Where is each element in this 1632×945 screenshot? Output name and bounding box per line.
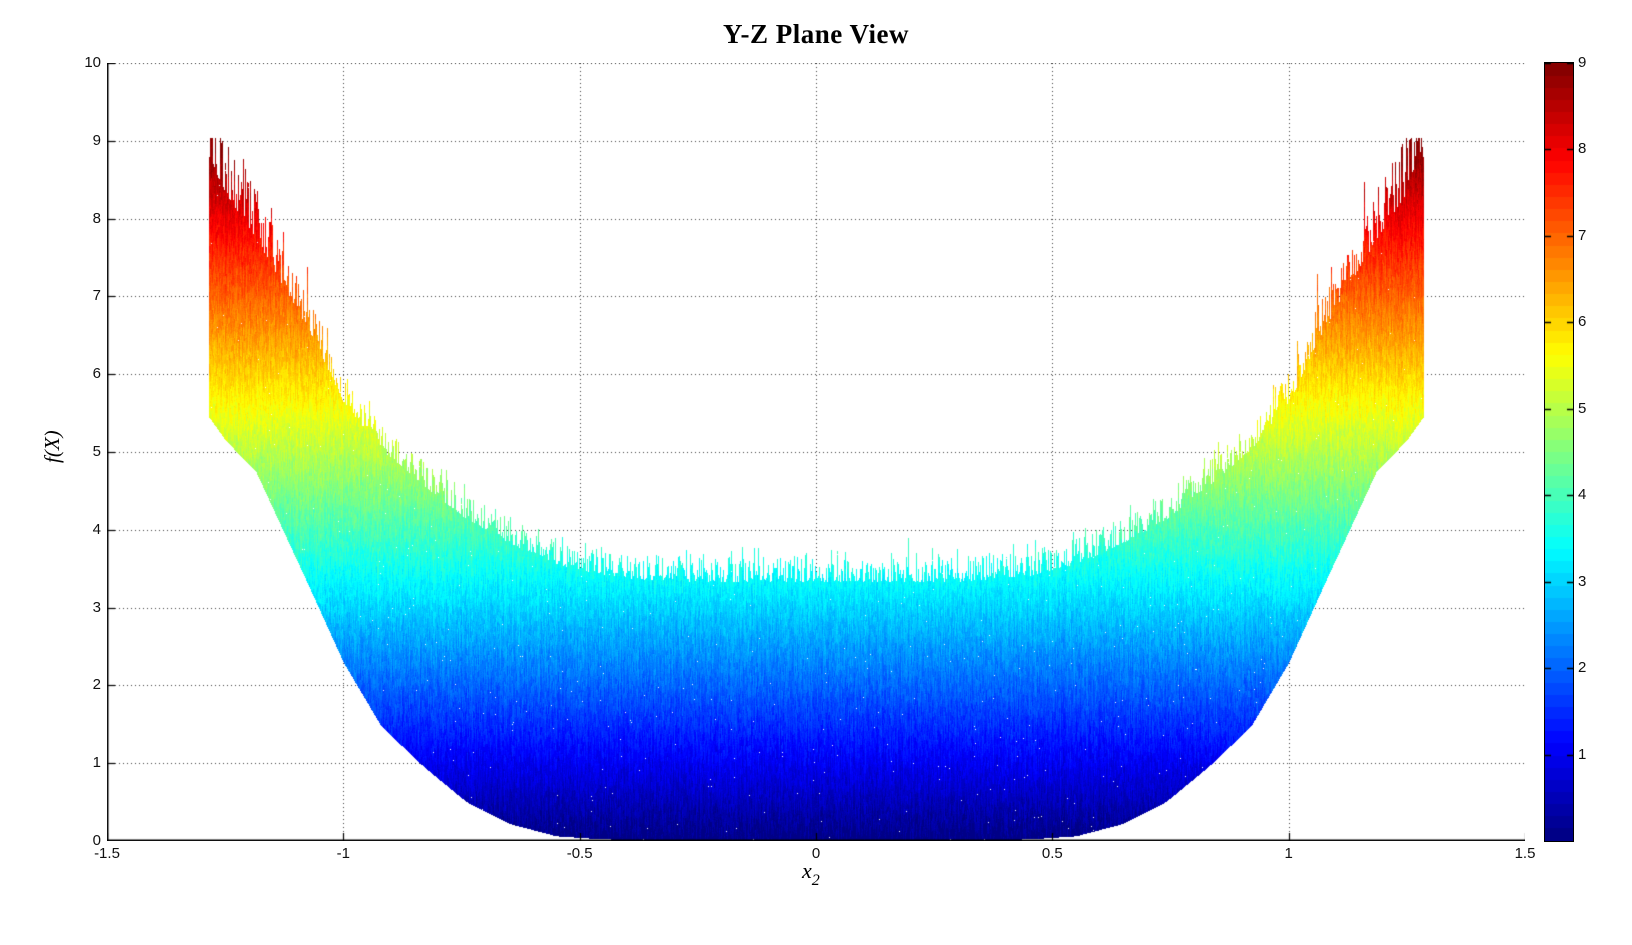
colorbar bbox=[1544, 62, 1574, 842]
y-tick-label: 2 bbox=[92, 676, 101, 694]
y-tick-label: 5 bbox=[92, 443, 101, 460]
colorbar-tick-label: 9 bbox=[1578, 54, 1587, 71]
colorbar-tick-label: 1 bbox=[1578, 745, 1587, 763]
colorbar-tick-label: 7 bbox=[1578, 226, 1587, 244]
y-tick-label: 10 bbox=[84, 54, 101, 71]
x-tick-label: 0 bbox=[811, 845, 821, 862]
y-tick-label: 4 bbox=[92, 520, 101, 538]
x-axis-label: x2 bbox=[802, 858, 820, 890]
colorbar-tick-label: 4 bbox=[1578, 486, 1587, 504]
chart-title: Y-Z Plane View bbox=[722, 19, 909, 49]
x-axis-label-subscript: 2 bbox=[811, 872, 820, 889]
x-tick-label: -0.5 bbox=[566, 845, 593, 862]
colorbar-tick-label: 2 bbox=[1578, 659, 1587, 677]
y-tick-label: 7 bbox=[92, 287, 101, 305]
colorbar-tick-label: 5 bbox=[1578, 399, 1587, 417]
x-tick-label: 0.5 bbox=[1041, 845, 1063, 862]
colorbar-tick-label: 6 bbox=[1578, 313, 1587, 331]
y-tick-label: 3 bbox=[92, 598, 101, 616]
x-tick-label: 1 bbox=[1284, 845, 1293, 862]
x-tick-label: -1.5 bbox=[94, 845, 120, 862]
y-tick-label: 1 bbox=[92, 754, 101, 772]
x-axis-label-symbol: x bbox=[802, 858, 812, 883]
y-tick-label: 0 bbox=[92, 832, 101, 849]
colorbar-tick-label: 8 bbox=[1578, 140, 1587, 158]
y-tick-label: 8 bbox=[92, 209, 101, 227]
plot-area bbox=[107, 63, 1525, 841]
x-tick-label: 1.5 bbox=[1514, 845, 1536, 862]
y-tick-label: 9 bbox=[92, 131, 101, 149]
y-tick-label: 6 bbox=[92, 365, 101, 383]
colorbar-tick-label: 3 bbox=[1578, 572, 1587, 590]
x-tick-label: -1 bbox=[336, 845, 350, 862]
